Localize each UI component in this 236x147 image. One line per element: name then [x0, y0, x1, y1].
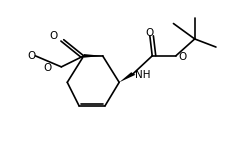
Text: O: O [44, 63, 52, 73]
Polygon shape [119, 72, 135, 82]
Text: O: O [178, 52, 186, 62]
Text: O: O [146, 28, 154, 38]
Text: O: O [27, 51, 35, 61]
Polygon shape [84, 54, 103, 58]
Text: O: O [49, 31, 57, 41]
Text: NH: NH [135, 70, 151, 80]
